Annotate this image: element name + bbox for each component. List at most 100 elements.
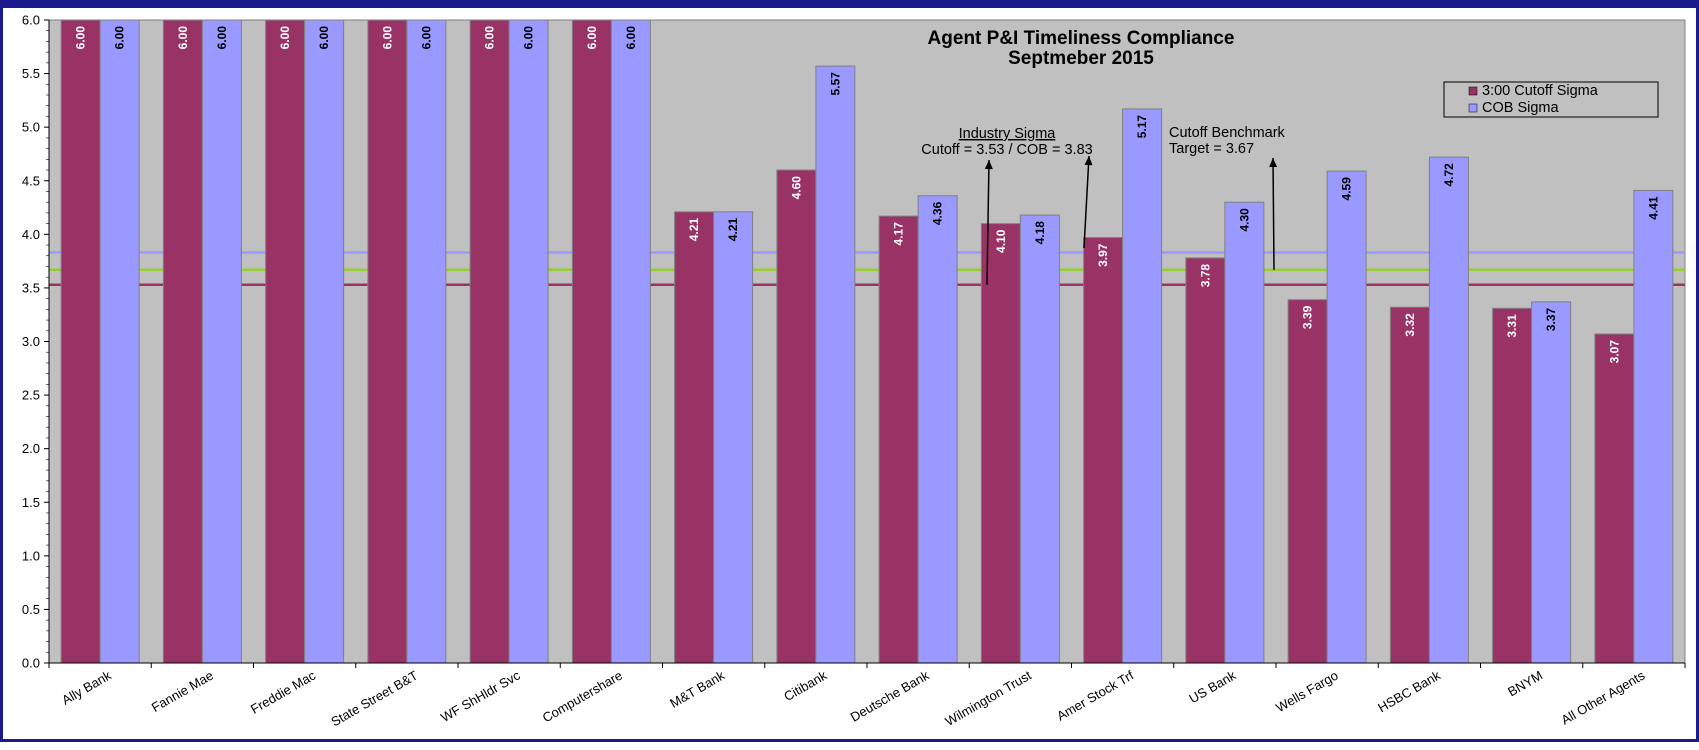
- x-category-label-10: Amer Stock Trf: [1054, 667, 1136, 723]
- x-category-label-14: BNYM: [1505, 668, 1545, 700]
- y-tick-label-12: 6.0: [22, 13, 40, 28]
- data-label-cob-1: 6.00: [215, 26, 229, 50]
- data-label-cob-3: 6.00: [419, 26, 433, 50]
- x-category-label-2: Freddie Mac: [248, 667, 319, 716]
- y-tick-label-11: 5.5: [22, 66, 40, 81]
- bar-cutoff-5: [571, 19, 612, 664]
- x-category-label-12: Wells Fargo: [1273, 668, 1340, 716]
- cutoff-benchmark-heading: Cutoff Benchmark: [1169, 125, 1286, 141]
- legend-swatch-cob: [1468, 103, 1478, 113]
- x-category-label-11: US Bank: [1186, 667, 1238, 706]
- x-category-label-8: Deutsche Bank: [848, 667, 932, 724]
- bar-cutoff-4: [469, 19, 510, 664]
- chart-svg: 6.00 6.00 6.00 6.00 6.00 6.00 6.00 6.00 6.00 6.00…: [22, 13, 1686, 730]
- chart-subtitle: Septmeber 2015: [1008, 48, 1154, 69]
- data-label-cob-8: 4.36: [931, 201, 945, 225]
- bar-cob-10: [1122, 108, 1163, 664]
- data-label-cob-9: 4.18: [1033, 221, 1047, 245]
- data-label-cutoff-4: 6.00: [483, 26, 497, 50]
- data-label-cob-14: 3.37: [1544, 308, 1558, 332]
- bar-cob-5: [610, 19, 651, 664]
- data-label-cutoff-6: 4.21: [687, 218, 701, 242]
- data-label-cutoff-3: 6.00: [380, 26, 394, 50]
- x-category-label-7: Citibank: [781, 667, 830, 704]
- data-label-cutoff-2: 6.00: [278, 26, 292, 50]
- bar-cob-11: [1224, 201, 1265, 664]
- data-label-cob-7: 5.57: [828, 72, 842, 96]
- annotation-arrows: [984, 155, 1278, 285]
- data-label-cutoff-10: 3.97: [1096, 243, 1110, 267]
- data-label-cob-11: 4.30: [1237, 208, 1251, 232]
- x-category-label-6: M&T Bank: [667, 667, 727, 710]
- arrow-industry-cutoff-shaft: [986, 159, 990, 285]
- bar-cutoff-2: [265, 19, 306, 664]
- arrow-industry-cutoff-head: [984, 160, 993, 170]
- data-label-cutoff-1: 6.00: [176, 26, 190, 50]
- y-tick-label-5: 2.5: [22, 388, 40, 403]
- bar-cutoff-0: [60, 19, 101, 664]
- x-category-label-9: Wilmington Trust: [943, 667, 1035, 729]
- industry-sigma-values: Cutoff = 3.53 / COB = 3.83: [921, 142, 1092, 158]
- legend-label-cob: COB Sigma: [1482, 100, 1559, 116]
- data-label-cutoff-7: 4.60: [789, 176, 803, 200]
- bar-cutoff-7: [776, 169, 817, 664]
- x-category-label-3: State Street B&T: [328, 668, 420, 730]
- arrow-benchmark-head: [1269, 158, 1278, 168]
- data-label-cob-10: 5.17: [1135, 115, 1149, 139]
- bar-cutoff-1: [162, 19, 203, 664]
- arrow-benchmark-shaft: [1272, 157, 1275, 270]
- bar-cob-2: [304, 19, 345, 664]
- x-category-label-1: Fannie Mae: [149, 668, 216, 715]
- data-label-cutoff-8: 4.17: [892, 222, 906, 246]
- bar-cob-1: [201, 19, 242, 664]
- data-label-cutoff-15: 3.07: [1607, 340, 1621, 364]
- y-tick-label-10: 5.0: [22, 120, 40, 135]
- data-label-cutoff-14: 3.31: [1505, 314, 1519, 338]
- bar-cob-12: [1326, 170, 1367, 664]
- bar-cob-6: [713, 211, 754, 664]
- bar-cob-7: [815, 65, 856, 664]
- bar-cob-3: [406, 19, 447, 664]
- data-label-cutoff-9: 4.10: [994, 229, 1008, 253]
- y-tick-label-6: 3.0: [22, 334, 40, 349]
- bar-cob-14: [1531, 301, 1572, 664]
- data-label-cutoff-11: 3.78: [1198, 264, 1212, 288]
- data-label-cutoff-12: 3.39: [1301, 305, 1315, 329]
- bar-cob-9: [1019, 214, 1060, 664]
- data-label-cutoff-5: 6.00: [585, 26, 599, 50]
- x-category-label-4: WF ShHldr Svc: [438, 667, 523, 725]
- data-label-cob-12: 4.59: [1340, 177, 1354, 201]
- bar-cutoff-8: [878, 215, 919, 664]
- legend: 3:00 Cutoff Sigma COB Sigma: [1443, 81, 1659, 118]
- cutoff-benchmark-values: Target = 3.67: [1169, 141, 1254, 157]
- bar-cob-4: [508, 19, 549, 664]
- bar-cob-0: [99, 19, 140, 664]
- legend-label-cutoff: 3:00 Cutoff Sigma: [1482, 83, 1599, 99]
- y-tick-label-8: 4.0: [22, 227, 40, 242]
- y-tick-label-3: 1.5: [22, 495, 40, 510]
- data-label-cutoff-0: 6.00: [74, 26, 88, 50]
- bar-cutoff-12: [1287, 299, 1328, 664]
- y-tick-label-2: 1.0: [22, 548, 40, 563]
- bar-group: 6.00 6.00 6.00 6.00 6.00 6.00 6.00 6.00 6.00 6.00…: [60, 19, 1674, 664]
- bar-cob-15: [1633, 189, 1674, 664]
- bar-cutoff-10: [1083, 237, 1124, 664]
- y-tick-label-7: 3.5: [22, 280, 40, 295]
- arrow-industry-cob-shaft: [1083, 155, 1090, 249]
- bar-cutoff-15: [1594, 333, 1635, 664]
- y-tick-label-4: 2.0: [22, 441, 40, 456]
- data-label-cob-5: 6.00: [624, 26, 638, 50]
- x-category-label-0: Ally Bank: [59, 667, 114, 707]
- data-label-cob-6: 4.21: [726, 218, 740, 242]
- x-category-label-5: Computershare: [540, 668, 625, 726]
- bar-cutoff-13: [1389, 306, 1430, 664]
- chart-title: Agent P&I Timeliness Compliance: [928, 28, 1235, 49]
- data-label-cutoff-13: 3.32: [1403, 313, 1417, 337]
- bar-cutoff-11: [1185, 257, 1226, 664]
- data-label-cob-4: 6.00: [522, 26, 536, 50]
- bar-cutoff-9: [980, 223, 1021, 664]
- data-label-cob-2: 6.00: [317, 26, 331, 50]
- arrow-industry-cob-head: [1084, 156, 1093, 166]
- bar-cutoff-14: [1492, 307, 1533, 664]
- legend-swatch-cutoff: [1468, 86, 1478, 96]
